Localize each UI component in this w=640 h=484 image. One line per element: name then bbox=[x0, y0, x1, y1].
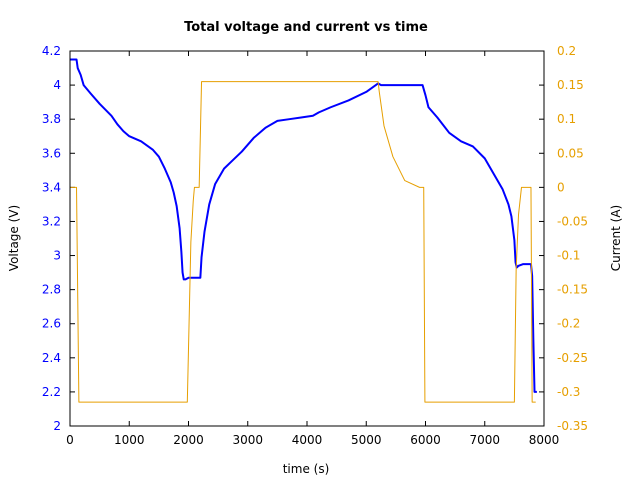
y-left-tick-label: 3 bbox=[53, 249, 61, 263]
y-right-tick-label: -0.25 bbox=[557, 351, 588, 365]
y-right-tick-label: -0.05 bbox=[557, 214, 588, 228]
x-tick-label: 3000 bbox=[232, 433, 263, 447]
y-left-tick-label: 3.6 bbox=[42, 146, 61, 160]
y-right-tick-label: -0.1 bbox=[557, 249, 580, 263]
y-left-tick-label: 4.2 bbox=[42, 44, 61, 58]
y-left-tick-label: 2.2 bbox=[42, 385, 61, 399]
y-right-tick-label: -0.3 bbox=[557, 385, 580, 399]
current-series-line bbox=[70, 81, 536, 403]
y-right-tick-label: 0.05 bbox=[557, 146, 584, 160]
y-right-tick-label: -0.15 bbox=[557, 283, 588, 297]
y-right-tick-label: -0.2 bbox=[557, 317, 580, 331]
x-tick-label: 7000 bbox=[469, 433, 500, 447]
y-axis-right-label: Current (A) bbox=[609, 205, 623, 271]
y-left-tick-label: 2.6 bbox=[42, 317, 61, 331]
plot-frame bbox=[69, 50, 545, 427]
y-left-tick-label: 4 bbox=[53, 78, 61, 92]
y-left-tick-label: 3.8 bbox=[42, 112, 61, 126]
y-right-tick-label: 0.15 bbox=[557, 78, 584, 92]
y-right-tick-label: 0.1 bbox=[557, 112, 576, 126]
x-tick-label: 1000 bbox=[114, 433, 145, 447]
y-left-tick-label: 2.8 bbox=[42, 283, 61, 297]
y-axis-left-label: Voltage (V) bbox=[7, 205, 21, 271]
y-right-tick-label: 0 bbox=[557, 180, 565, 194]
voltage-series-line bbox=[70, 58, 537, 393]
x-tick-label: 2000 bbox=[173, 433, 204, 447]
x-tick-label: 4000 bbox=[292, 433, 323, 447]
chart-title: Total voltage and current vs time bbox=[184, 20, 428, 35]
x-tick-label: 5000 bbox=[351, 433, 382, 447]
x-tick-label: 6000 bbox=[410, 433, 441, 447]
y-left-tick-label: 2 bbox=[53, 419, 61, 433]
x-axis-label: time (s) bbox=[283, 462, 330, 476]
x-tick-label: 0 bbox=[66, 433, 74, 447]
y-left-tick-label: 2.4 bbox=[42, 351, 61, 365]
y-left-tick-label: 3.4 bbox=[42, 180, 61, 194]
y-left-tick-label: 3.2 bbox=[42, 214, 61, 228]
y-right-tick-label: 0.2 bbox=[557, 44, 576, 58]
y-right-tick-label: -0.35 bbox=[557, 419, 588, 433]
x-tick-label: 8000 bbox=[529, 433, 560, 447]
